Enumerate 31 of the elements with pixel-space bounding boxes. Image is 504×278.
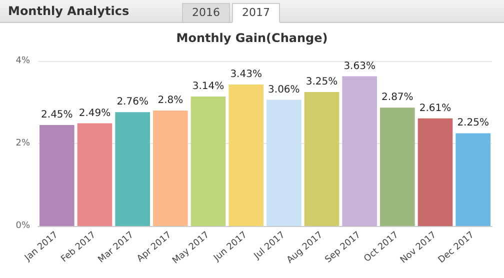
data-label: 3.14% xyxy=(192,80,224,92)
data-label: 2.8% xyxy=(158,95,184,106)
bar xyxy=(380,108,415,226)
data-label: 3.06% xyxy=(268,84,300,96)
y-tick-label: 2% xyxy=(16,138,30,148)
bar xyxy=(418,118,453,226)
year-tab: 2016 xyxy=(182,3,230,23)
bar xyxy=(456,133,490,226)
data-label: 2.76% xyxy=(116,96,148,108)
bar xyxy=(77,123,112,226)
bar xyxy=(266,100,302,226)
bar xyxy=(342,76,377,226)
data-label: 2.87% xyxy=(382,92,414,104)
year-tab: 2017 xyxy=(232,3,280,23)
y-tick-label: 0% xyxy=(16,221,30,231)
bar xyxy=(228,84,264,226)
bar xyxy=(153,110,188,226)
data-label: 3.63% xyxy=(344,60,376,72)
data-label: 3.43% xyxy=(230,69,262,80)
bar xyxy=(304,92,340,226)
y-tick-label: 4% xyxy=(16,56,30,66)
data-label: 2.25% xyxy=(457,118,489,129)
chart-subtitle: Monthly Gain(Change) xyxy=(176,31,328,45)
data-label: 2.45% xyxy=(41,109,73,120)
bar xyxy=(190,96,226,226)
bar xyxy=(40,124,74,226)
data-label: 3.25% xyxy=(306,76,338,88)
data-label: 2.49% xyxy=(78,108,111,119)
data-label: 2.61% xyxy=(419,102,452,114)
chart-title: Monthly Analytics xyxy=(8,4,130,18)
bar xyxy=(115,112,150,226)
